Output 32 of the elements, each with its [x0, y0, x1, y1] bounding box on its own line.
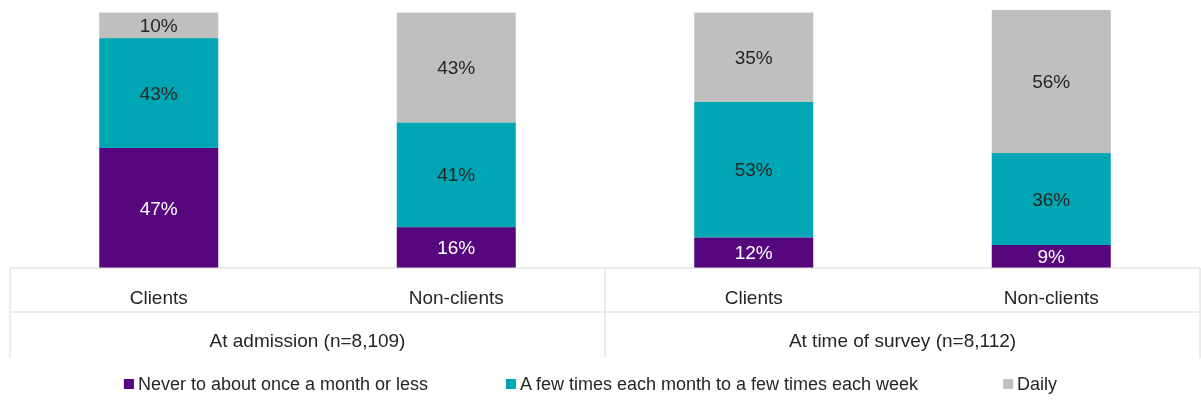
x-tick-label: Clients — [129, 286, 188, 308]
data-label: 35% — [734, 46, 773, 68]
data-label: 43% — [139, 82, 178, 104]
data-label: 56% — [1032, 71, 1071, 93]
bar — [99, 12, 219, 39]
bar — [991, 153, 1111, 246]
data-label: 9% — [1037, 246, 1066, 268]
bar — [396, 122, 516, 228]
data-label: 12% — [734, 242, 773, 264]
data-label: 16% — [437, 237, 476, 259]
data-label: 10% — [139, 14, 178, 36]
data-label: 53% — [734, 159, 773, 181]
legend-label: Never to about once a month or less — [137, 374, 429, 395]
x-tick-label: Clients — [724, 286, 783, 308]
text: At time of survey (n=8,112) — [788, 329, 1017, 351]
text: At admission (n=8,109) — [209, 329, 406, 351]
data-label: 43% — [437, 57, 476, 79]
legend-label: A few times each month to a few times each week — [519, 374, 920, 395]
data-label: 36% — [1032, 188, 1071, 210]
bar — [99, 38, 219, 148]
legend-label: Daily — [1017, 374, 1058, 395]
bar — [694, 237, 814, 268]
bar — [694, 12, 814, 102]
data-label: 41% — [437, 164, 476, 186]
bar — [396, 12, 516, 123]
bar — [396, 227, 516, 268]
x-tick-label: Non-clients — [1003, 286, 1099, 308]
bar — [694, 101, 814, 238]
bar — [99, 147, 219, 268]
data-label: 47% — [139, 197, 178, 219]
x-tick-label: Non-clients — [408, 286, 504, 308]
bar — [991, 10, 1111, 154]
